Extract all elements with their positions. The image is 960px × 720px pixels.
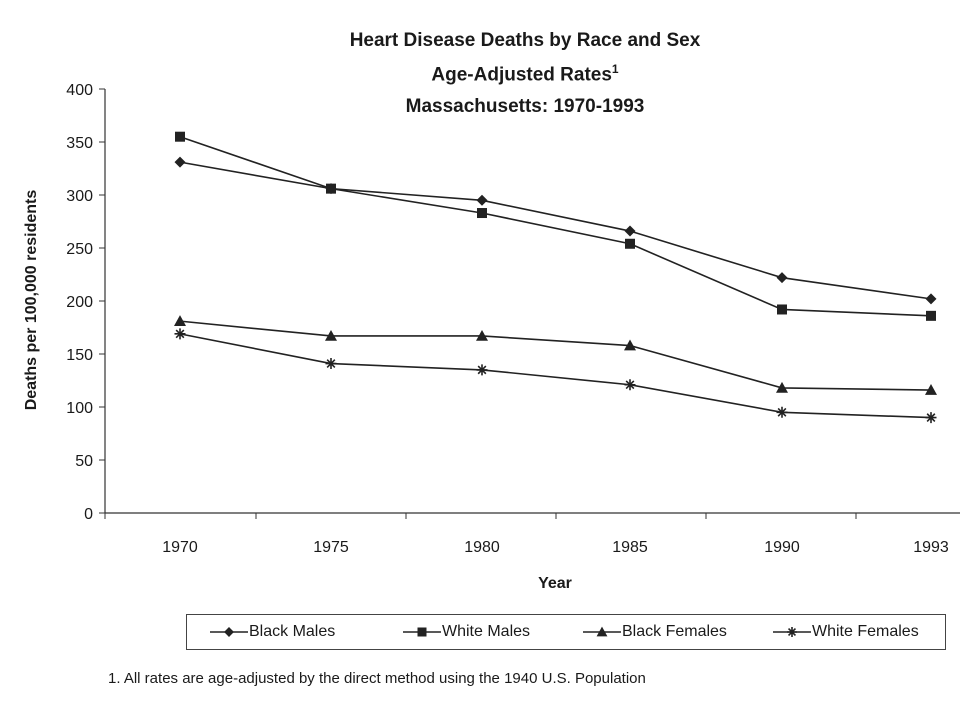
data-point-white-males — [477, 208, 487, 219]
y-axis-label: Deaths per 100,000 residents — [23, 190, 40, 411]
series-line-white-females — [179, 333, 932, 419]
y-tick-label: 200 — [66, 294, 93, 311]
legend-swatch-white-males — [403, 627, 441, 637]
chart-axes: 0 50 100 150 200 250 300 350 400 1970 1975 1980 1985… — [66, 82, 960, 556]
footnote: 1. All rates are age-adjusted by the dir… — [108, 670, 646, 687]
series-line-white-males — [179, 135, 932, 317]
legend-swatch-white-females — [773, 626, 811, 637]
data-point-black-females — [174, 315, 186, 326]
y-tick-label: 400 — [66, 82, 93, 99]
data-point-black-males — [624, 225, 636, 237]
legend-item-white-females: White Females — [772, 623, 919, 641]
x-axis-label: Year — [538, 575, 572, 592]
data-point-white-males — [625, 238, 635, 249]
title-footnote-marker: 1 — [611, 62, 619, 76]
legend-label: White Males — [442, 623, 531, 640]
y-tick-label: 250 — [66, 241, 93, 258]
y-tick-label: 0 — [84, 506, 93, 523]
legend-label: Black Females — [622, 623, 727, 640]
legend-swatch-black-males — [210, 626, 248, 637]
data-point-white-females — [776, 406, 788, 418]
data-point-black-males — [174, 156, 186, 168]
x-tick-label: 1993 — [913, 539, 949, 556]
legend-item-black-females: Black Females — [582, 623, 727, 641]
data-point-black-females — [925, 384, 937, 395]
data-point-white-males — [175, 131, 185, 142]
y-tick-label: 100 — [66, 400, 93, 417]
chart-title-line-2-text: Age-Adjusted Rates — [431, 64, 612, 86]
y-tick-label: 50 — [75, 453, 93, 470]
data-point-black-males — [776, 272, 788, 284]
chart-title-line-1: Heart Disease Deaths by Race and Sex — [349, 30, 701, 51]
legend-marker — [596, 626, 608, 637]
chart-legend: Black Males White Males Black Females White… — [186, 614, 946, 650]
data-point-white-females — [174, 328, 186, 340]
y-tick-label: 150 — [66, 347, 93, 364]
x-tick-label: 1985 — [612, 539, 648, 556]
legend-marker — [787, 626, 797, 637]
data-point-white-females — [325, 358, 337, 370]
data-point-white-females — [925, 412, 937, 424]
legend-item-white-males: White Males — [402, 623, 530, 641]
chart-title-line-2: Age-Adjusted Rates1 — [0, 62, 960, 86]
x-tick-label: 1970 — [162, 539, 198, 556]
chart-title-line-3: Massachusetts: 1970-1993 — [405, 96, 645, 117]
data-point-white-males — [926, 310, 936, 321]
data-point-black-females — [476, 329, 488, 341]
data-point-black-females — [776, 381, 788, 393]
data-point-white-males — [777, 304, 787, 315]
y-tick-label: 350 — [66, 135, 93, 152]
legend-marker — [224, 626, 234, 637]
series-line-black-females — [179, 320, 932, 391]
x-tick-label: 1980 — [464, 539, 500, 556]
legend-label: Black Males — [249, 623, 336, 640]
data-point-black-males — [925, 293, 937, 305]
legend-marker — [417, 627, 427, 637]
data-point-white-males — [326, 183, 336, 194]
data-point-white-females — [624, 379, 636, 391]
data-point-black-females — [325, 329, 337, 341]
legend-item-black-males: Black Males — [209, 623, 335, 641]
y-tick-label: 300 — [66, 188, 93, 205]
legend-swatch-black-females — [583, 626, 621, 637]
data-point-black-females — [624, 339, 636, 351]
x-tick-label: 1975 — [313, 539, 349, 556]
data-point-white-females — [476, 364, 488, 376]
legend-label: White Females — [812, 623, 919, 640]
x-tick-label: 1990 — [764, 539, 800, 556]
series-line-black-males — [179, 161, 932, 300]
chart-marks — [174, 131, 937, 424]
data-point-black-males — [476, 194, 488, 206]
